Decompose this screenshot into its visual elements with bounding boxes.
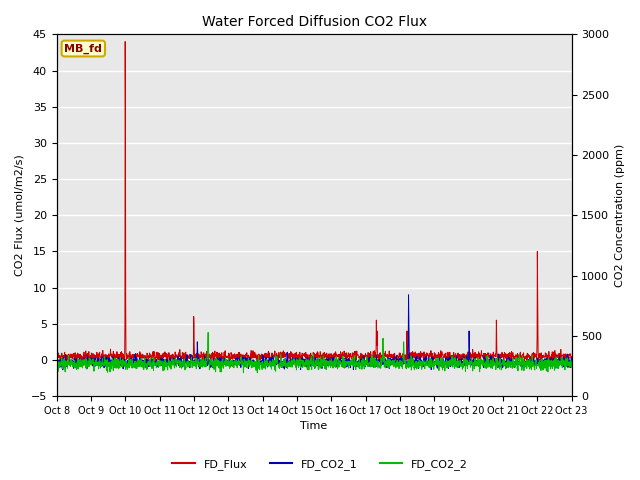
Text: MB_fd: MB_fd: [65, 43, 102, 54]
Title: Water Forced Diffusion CO2 Flux: Water Forced Diffusion CO2 Flux: [202, 15, 427, 29]
X-axis label: Time: Time: [301, 421, 328, 432]
Y-axis label: CO2 Flux (umol/m2/s): CO2 Flux (umol/m2/s): [15, 155, 25, 276]
Y-axis label: CO2 Concentration (ppm): CO2 Concentration (ppm): [615, 144, 625, 287]
Legend: FD_Flux, FD_CO2_1, FD_CO2_2: FD_Flux, FD_CO2_1, FD_CO2_2: [168, 455, 472, 474]
